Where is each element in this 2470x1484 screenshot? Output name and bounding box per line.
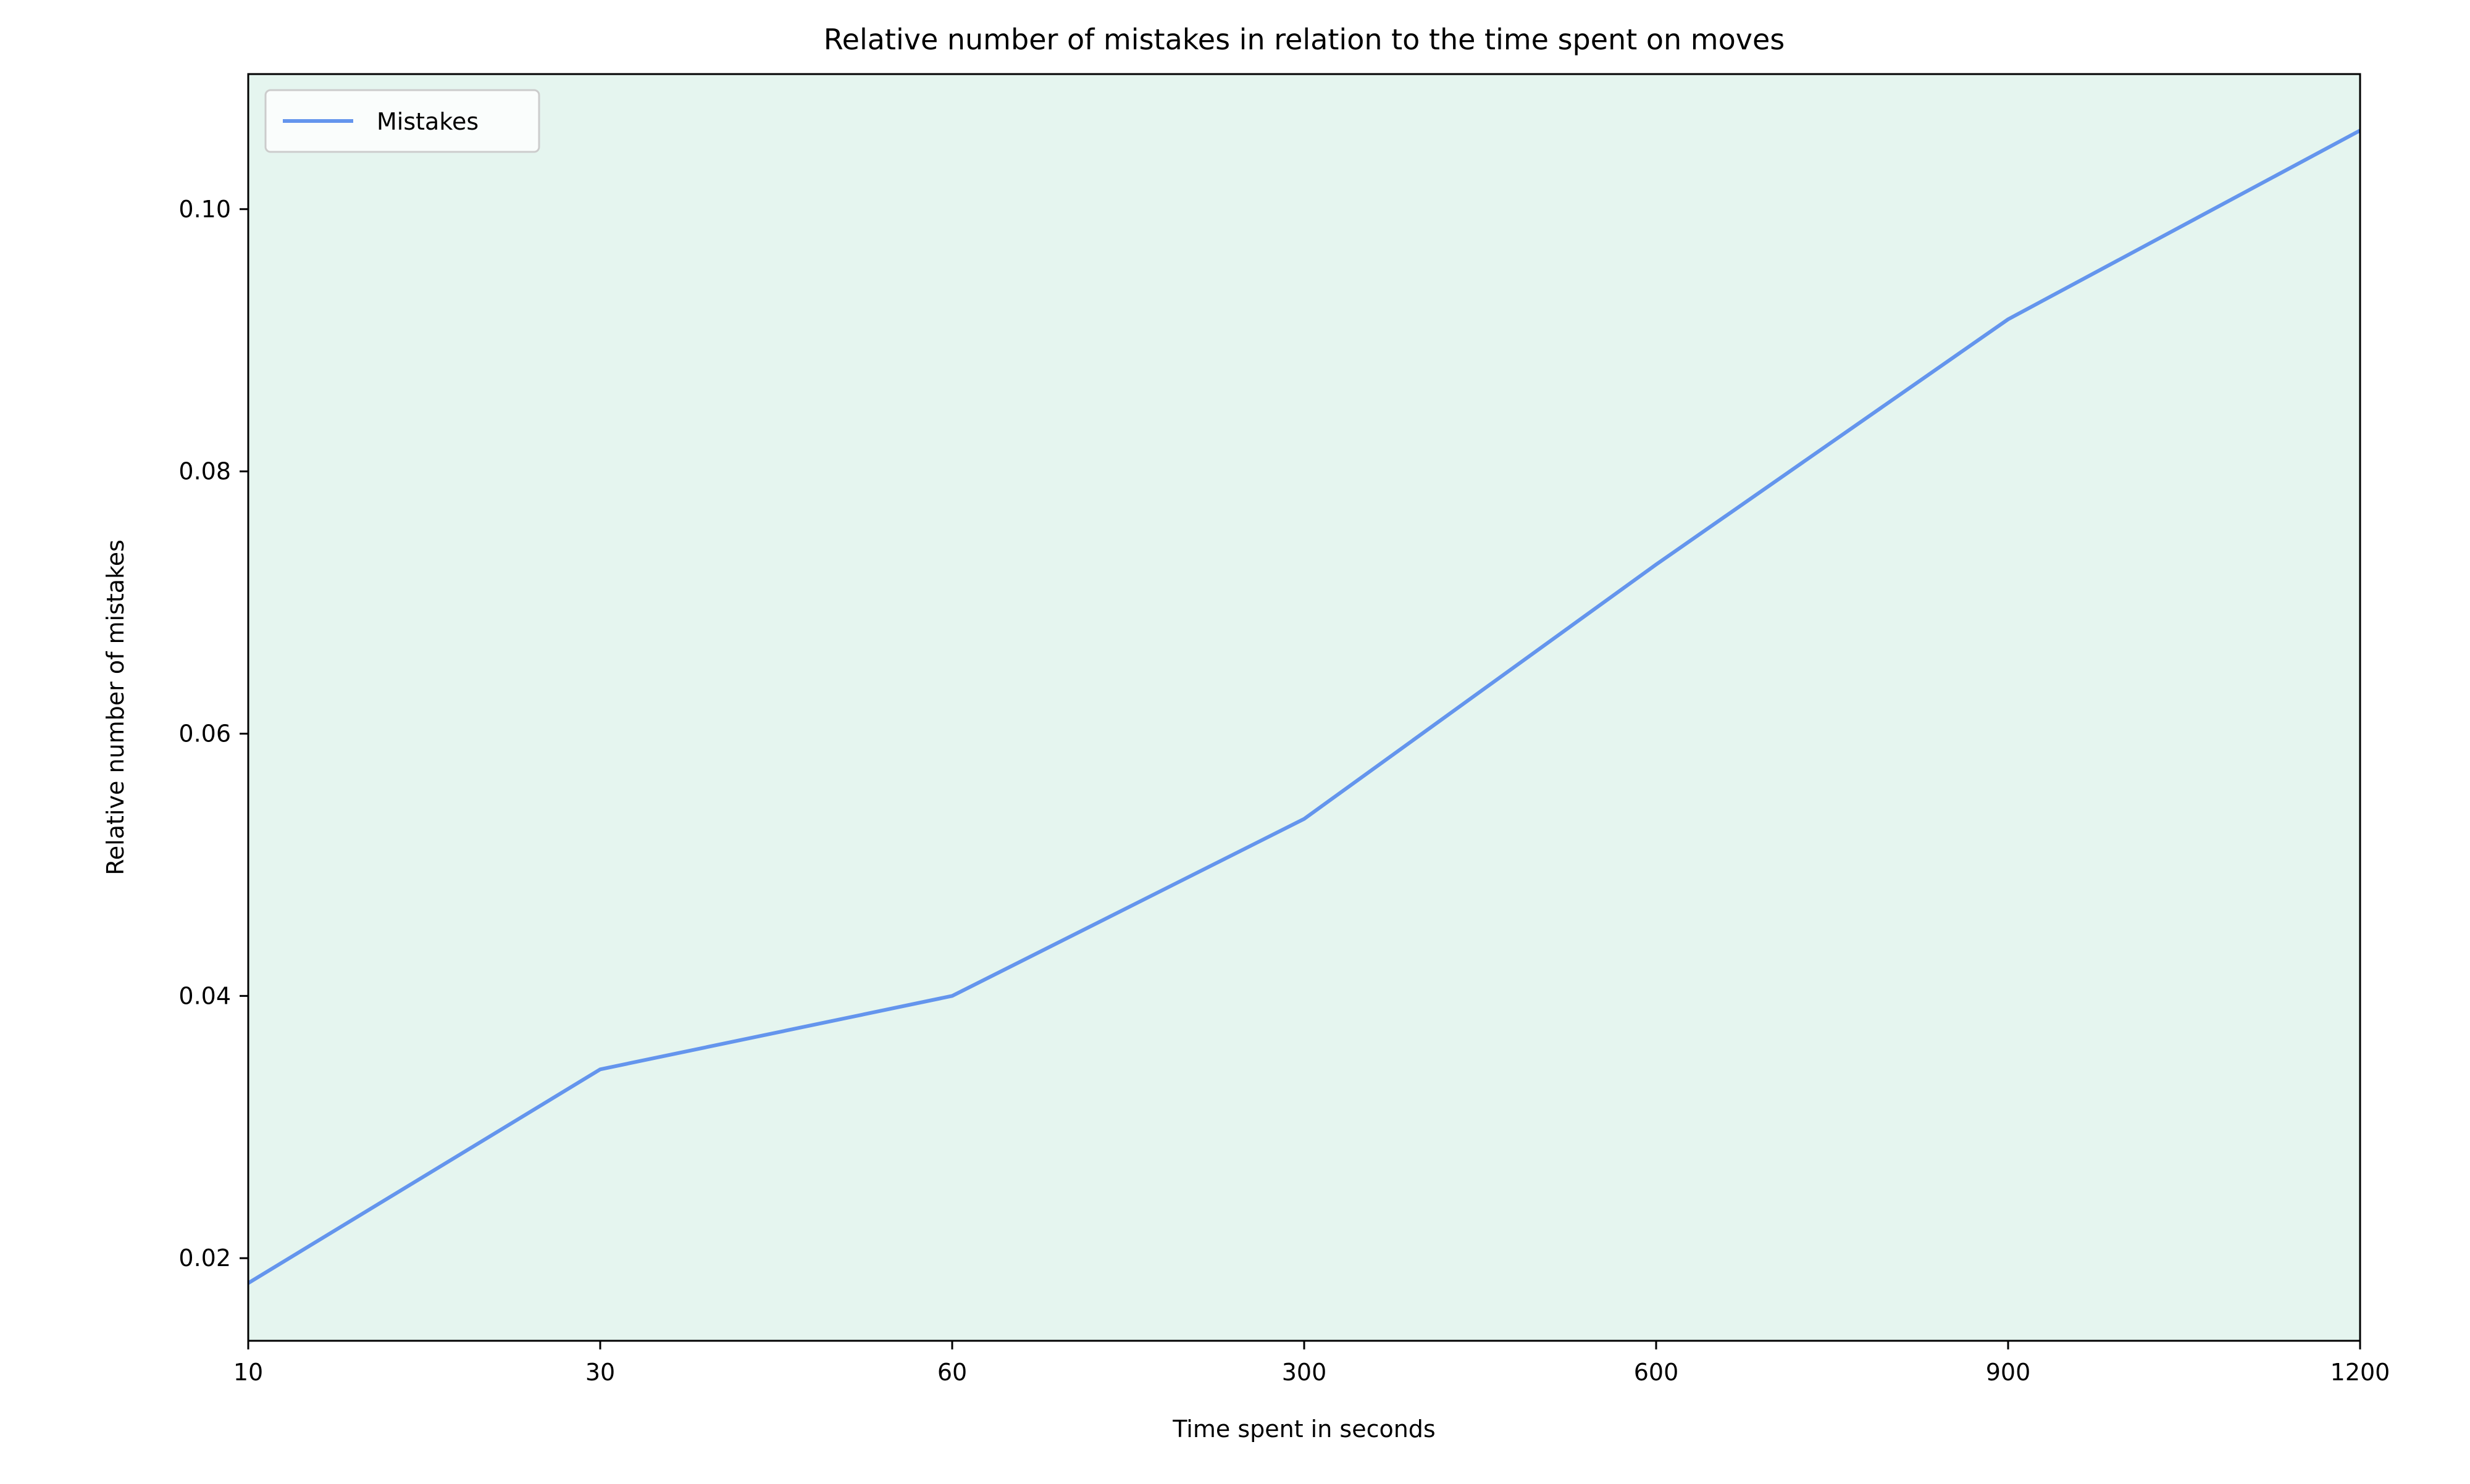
y-tick-label: 0.10 xyxy=(178,196,231,223)
y-tick-label: 0.04 xyxy=(178,982,231,1009)
y-tick-label: 0.02 xyxy=(178,1244,231,1272)
x-tick-label: 600 xyxy=(1634,1359,1679,1386)
y-tick-label: 0.06 xyxy=(178,720,231,747)
x-axis-label: Time spent in seconds xyxy=(1172,1415,1435,1443)
legend-label-mistakes: Mistakes xyxy=(377,108,479,135)
legend: Mistakes xyxy=(266,90,539,152)
x-tick-label: 30 xyxy=(585,1359,615,1386)
x-tick-label: 300 xyxy=(1282,1359,1327,1386)
x-tick-label: 60 xyxy=(937,1359,967,1386)
y-tick-label: 0.08 xyxy=(178,458,231,485)
x-tick-label: 900 xyxy=(1986,1359,2031,1386)
y-axis-label: Relative number of mistakes xyxy=(102,540,129,875)
x-tick-label: 1200 xyxy=(2330,1359,2390,1386)
x-tick-label: 10 xyxy=(233,1359,263,1386)
plot-area xyxy=(248,74,2360,1341)
chart-title: Relative number of mistakes in relation … xyxy=(824,23,1785,56)
